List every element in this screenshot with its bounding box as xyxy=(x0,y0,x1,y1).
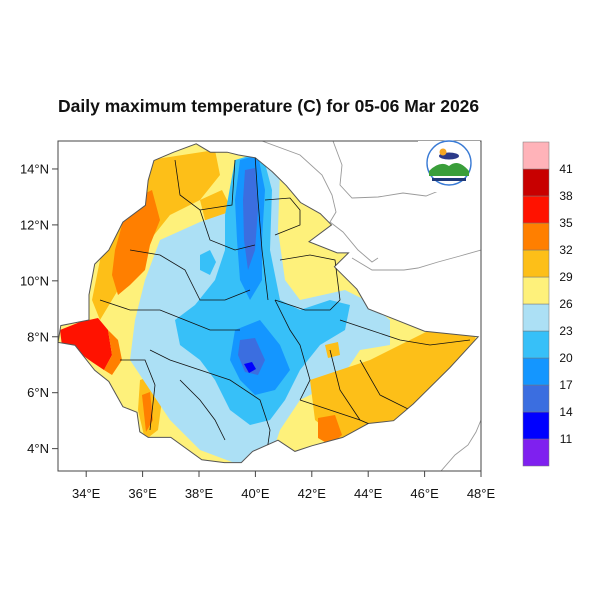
colorbar-label: 14 xyxy=(559,405,573,419)
x-tick-label: 48°E xyxy=(467,486,496,501)
ethiopia-border xyxy=(57,143,480,464)
colorbar-label: 41 xyxy=(559,162,573,176)
colorbar-label: 35 xyxy=(559,216,573,230)
colorbar-box xyxy=(522,168,550,197)
x-tick-label: 46°E xyxy=(410,486,439,501)
ethiopian-meteorology-institute-logo xyxy=(418,140,480,192)
colorbar-box xyxy=(522,438,550,467)
colorbar-label: 20 xyxy=(559,351,573,365)
colorbar-box xyxy=(522,141,550,170)
colorbar-box xyxy=(522,249,550,278)
field-32-35-southwest xyxy=(142,392,153,432)
boundary-line xyxy=(149,349,271,463)
colorbar-box xyxy=(522,276,550,305)
y-tick-label: 6°N xyxy=(27,385,49,400)
y-tick-label: 10°N xyxy=(20,273,49,288)
field-14-17-rift xyxy=(243,168,258,270)
field-32-35-gambela-edge xyxy=(104,330,122,375)
colorbar-box xyxy=(522,357,550,386)
boundary-line xyxy=(129,249,251,301)
colorbar-box xyxy=(522,195,550,224)
colorbar-label: 32 xyxy=(559,243,573,257)
boundary-line xyxy=(264,197,301,236)
boundary-line xyxy=(274,254,341,311)
x-tick-label: 44°E xyxy=(354,486,383,501)
boundary-line xyxy=(99,299,240,331)
y-axis: 4°N 6°N 8°N 10°N 12°N 14°N xyxy=(20,161,58,456)
x-tick-label: 40°E xyxy=(241,486,270,501)
field-20-23-lake-tana xyxy=(200,250,216,275)
x-axis: 34°E 36°E 38°E 40°E 42°E 44°E 46°E 48°E xyxy=(72,471,495,501)
boundary-line xyxy=(274,299,311,401)
colorbar-box xyxy=(522,222,550,251)
x-tick-label: 36°E xyxy=(128,486,157,501)
colorbar-box xyxy=(522,411,550,440)
colorbar-label: 11 xyxy=(560,432,573,446)
colorbar-label: 38 xyxy=(559,189,573,203)
somalia-coast xyxy=(440,419,481,471)
boundary-line xyxy=(299,399,361,421)
field-35-38-gambela xyxy=(60,318,112,370)
boundary-line xyxy=(120,359,156,431)
colorbar-box xyxy=(522,303,550,332)
colorbar-label: 23 xyxy=(559,324,573,338)
map-title: Daily maximum temperature (C) for 05-06 … xyxy=(58,96,480,116)
y-tick-label: 8°N xyxy=(27,329,49,344)
field-20-23-central xyxy=(175,152,350,425)
field-29-32-ogaden-spot xyxy=(325,342,340,358)
x-tick-label: 34°E xyxy=(72,486,101,501)
y-tick-label: 14°N xyxy=(20,161,49,176)
x-tick-label: 42°E xyxy=(298,486,327,501)
boundary-line xyxy=(179,379,226,441)
field-11-14-bale-peak xyxy=(244,362,256,373)
temperature-field xyxy=(58,143,479,463)
colorbar-label: 29 xyxy=(559,270,573,284)
colorbar: 11 14 17 20 23 26 29 32 35 38 41 xyxy=(522,141,573,467)
boundary-line xyxy=(339,319,471,346)
red-sea-coast xyxy=(332,141,447,199)
map-frame xyxy=(57,140,482,472)
field-14-17-bale xyxy=(238,338,265,375)
boundary-line xyxy=(199,209,256,251)
colorbar-box xyxy=(522,384,550,413)
y-tick-label: 4°N xyxy=(27,441,49,456)
colorbar-box xyxy=(522,330,550,359)
field-32-35-southeast xyxy=(318,415,342,445)
neighbour-borders xyxy=(261,141,481,471)
gulf-of-aden-coast xyxy=(351,249,481,271)
colorbar-label: 26 xyxy=(559,297,573,311)
colorbar-label: 17 xyxy=(559,378,573,392)
field-32-35-west xyxy=(112,190,160,295)
x-tick-label: 38°E xyxy=(185,486,214,501)
y-tick-label: 12°N xyxy=(20,217,49,232)
boundary-line xyxy=(254,154,269,301)
eritrea-coast xyxy=(261,141,379,263)
